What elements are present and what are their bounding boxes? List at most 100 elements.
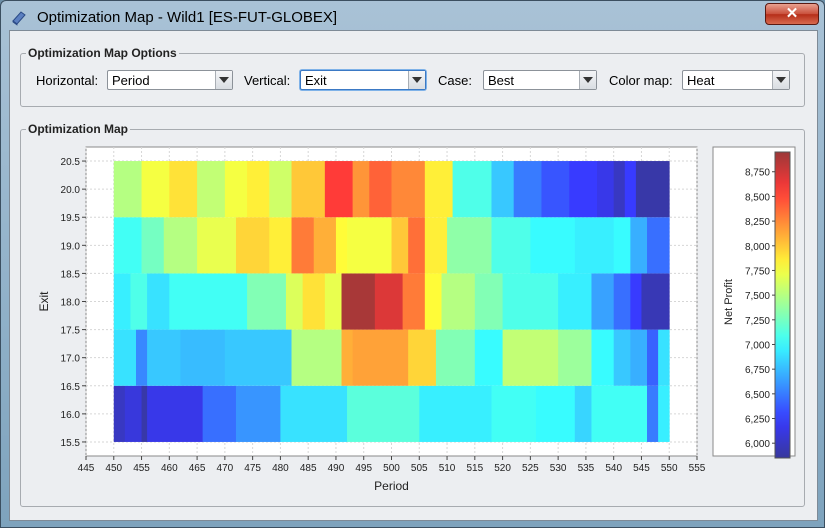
colorbar-tick-label: 7,500 [745, 291, 770, 302]
heatmap-cell [313, 217, 337, 274]
case-select[interactable]: Best [483, 70, 597, 90]
vertical-select[interactable]: Exit [300, 70, 426, 90]
heatmap-cell [335, 217, 348, 274]
x-tick-label: 470 [217, 463, 234, 474]
heatmap-cell [641, 273, 670, 330]
heatmap-cell [352, 161, 370, 218]
heatmap-cells [113, 161, 670, 442]
heatmap-cell [280, 385, 348, 442]
heatmap-cell [291, 329, 342, 386]
colorbar-tick-label: 7,750 [745, 266, 770, 277]
heatmap-cell [424, 217, 448, 274]
heatmap-cell [613, 273, 631, 330]
heatmap-cell [124, 385, 142, 442]
heatmap-cell [113, 385, 126, 442]
close-icon: ✕ [785, 5, 799, 22]
heatmap-cell [624, 161, 637, 218]
heatmap-cell [613, 329, 631, 386]
heatmap-cell [130, 273, 148, 330]
heatmap-cell [530, 217, 576, 274]
x-tick-label: 465 [189, 463, 206, 474]
heatmap-cell [513, 161, 542, 218]
heatmap-cell [558, 273, 592, 330]
heatmap-cell [630, 273, 642, 330]
heatmap-cell [541, 161, 570, 218]
x-tick-label: 475 [244, 463, 261, 474]
heatmap-cell [474, 273, 503, 330]
x-tick-label: 525 [522, 463, 539, 474]
heatmap-cell [197, 217, 237, 274]
y-tick-label: 20.0 [61, 185, 81, 196]
heatmap-cell [235, 217, 270, 274]
heatmap-cell [447, 217, 492, 274]
heatmap-cell [424, 273, 442, 330]
heatmap-cell [247, 273, 287, 330]
colormap-label: Color map: [609, 73, 673, 88]
heatmap-cell [341, 329, 354, 386]
heatmap-cell [163, 217, 198, 274]
x-tick-label: 485 [300, 463, 317, 474]
heatmap-cell [424, 161, 453, 218]
close-button[interactable]: ✕ [765, 3, 819, 25]
chevron-down-icon[interactable] [579, 71, 596, 89]
heatmap-cell [391, 217, 409, 274]
heatmap-cell [613, 217, 631, 274]
chevron-down-icon[interactable] [772, 71, 789, 89]
heatmap-cell [302, 273, 326, 330]
title-bar[interactable]: Optimization Map - Wild1 [ES-FUT-GLOBEX]… [1, 1, 824, 35]
colorbar-label: Net Profit [723, 279, 735, 325]
heatmap-cell [647, 329, 659, 386]
horizontal-select-value: Period [112, 73, 150, 88]
colorbar-tick-label: 8,750 [745, 168, 770, 179]
x-tick-label: 455 [133, 463, 150, 474]
colormap-select[interactable]: Heat [682, 70, 790, 90]
colorbar-tick-label: 6,250 [745, 415, 770, 426]
y-tick-label: 15.5 [61, 438, 81, 449]
heatmap-cell [113, 161, 142, 218]
heatmap-cell [113, 273, 131, 330]
vertical-select-value: Exit [305, 73, 327, 88]
heatmap-cell [341, 273, 376, 330]
heatmap-cell [247, 161, 270, 218]
heatmap-cell [197, 161, 226, 218]
chevron-down-icon[interactable] [408, 71, 425, 89]
options-group: Optimization Map Options Horizontal: Per… [20, 46, 805, 107]
heatmap-cell [502, 273, 559, 330]
options-group-title: Optimization Map Options [26, 46, 179, 60]
horizontal-select[interactable]: Period [107, 70, 233, 90]
heatmap-cell [419, 385, 492, 442]
heatmap-cell [291, 217, 315, 274]
heatmap-cell [441, 273, 476, 330]
x-axis-label: Period [374, 479, 409, 493]
y-tick-label: 18.5 [61, 269, 81, 280]
heatmap-cell [630, 329, 648, 386]
colorbar-tick-label: 7,000 [745, 340, 770, 351]
heatmap-cell [647, 385, 659, 442]
heatmap-cell [491, 385, 537, 442]
heatmap-cell [113, 329, 137, 386]
heatmap-cell [352, 329, 409, 386]
x-tick-label: 495 [355, 463, 372, 474]
colorbar [774, 151, 791, 459]
heatmap-cell [347, 385, 420, 442]
x-axis: 445 450 455 460 465 470 475 480 485 490 495 500 505 5… [78, 456, 706, 474]
colormap-select-value: Heat [687, 73, 715, 88]
map-group: Optimization Map [20, 122, 805, 507]
heatmap-cell [613, 161, 626, 218]
heatmap-cell [535, 385, 576, 442]
vertical-label: Vertical: [244, 73, 291, 88]
heatmap-cell [285, 273, 304, 330]
x-tick-label: 530 [550, 463, 567, 474]
chevron-down-icon[interactable] [215, 71, 232, 89]
heatmap-cell [135, 329, 148, 386]
heatmap-cell [597, 161, 615, 218]
x-tick-label: 500 [383, 463, 400, 474]
heatmap-cell [452, 161, 492, 218]
heatmap-cell [402, 273, 426, 330]
heatmap-cell [202, 273, 248, 330]
x-tick-label: 515 [466, 463, 483, 474]
x-tick-label: 480 [272, 463, 289, 474]
heatmap-cell [224, 161, 248, 218]
y-tick-label: 16.5 [61, 382, 81, 393]
heatmap-cell [113, 217, 142, 274]
